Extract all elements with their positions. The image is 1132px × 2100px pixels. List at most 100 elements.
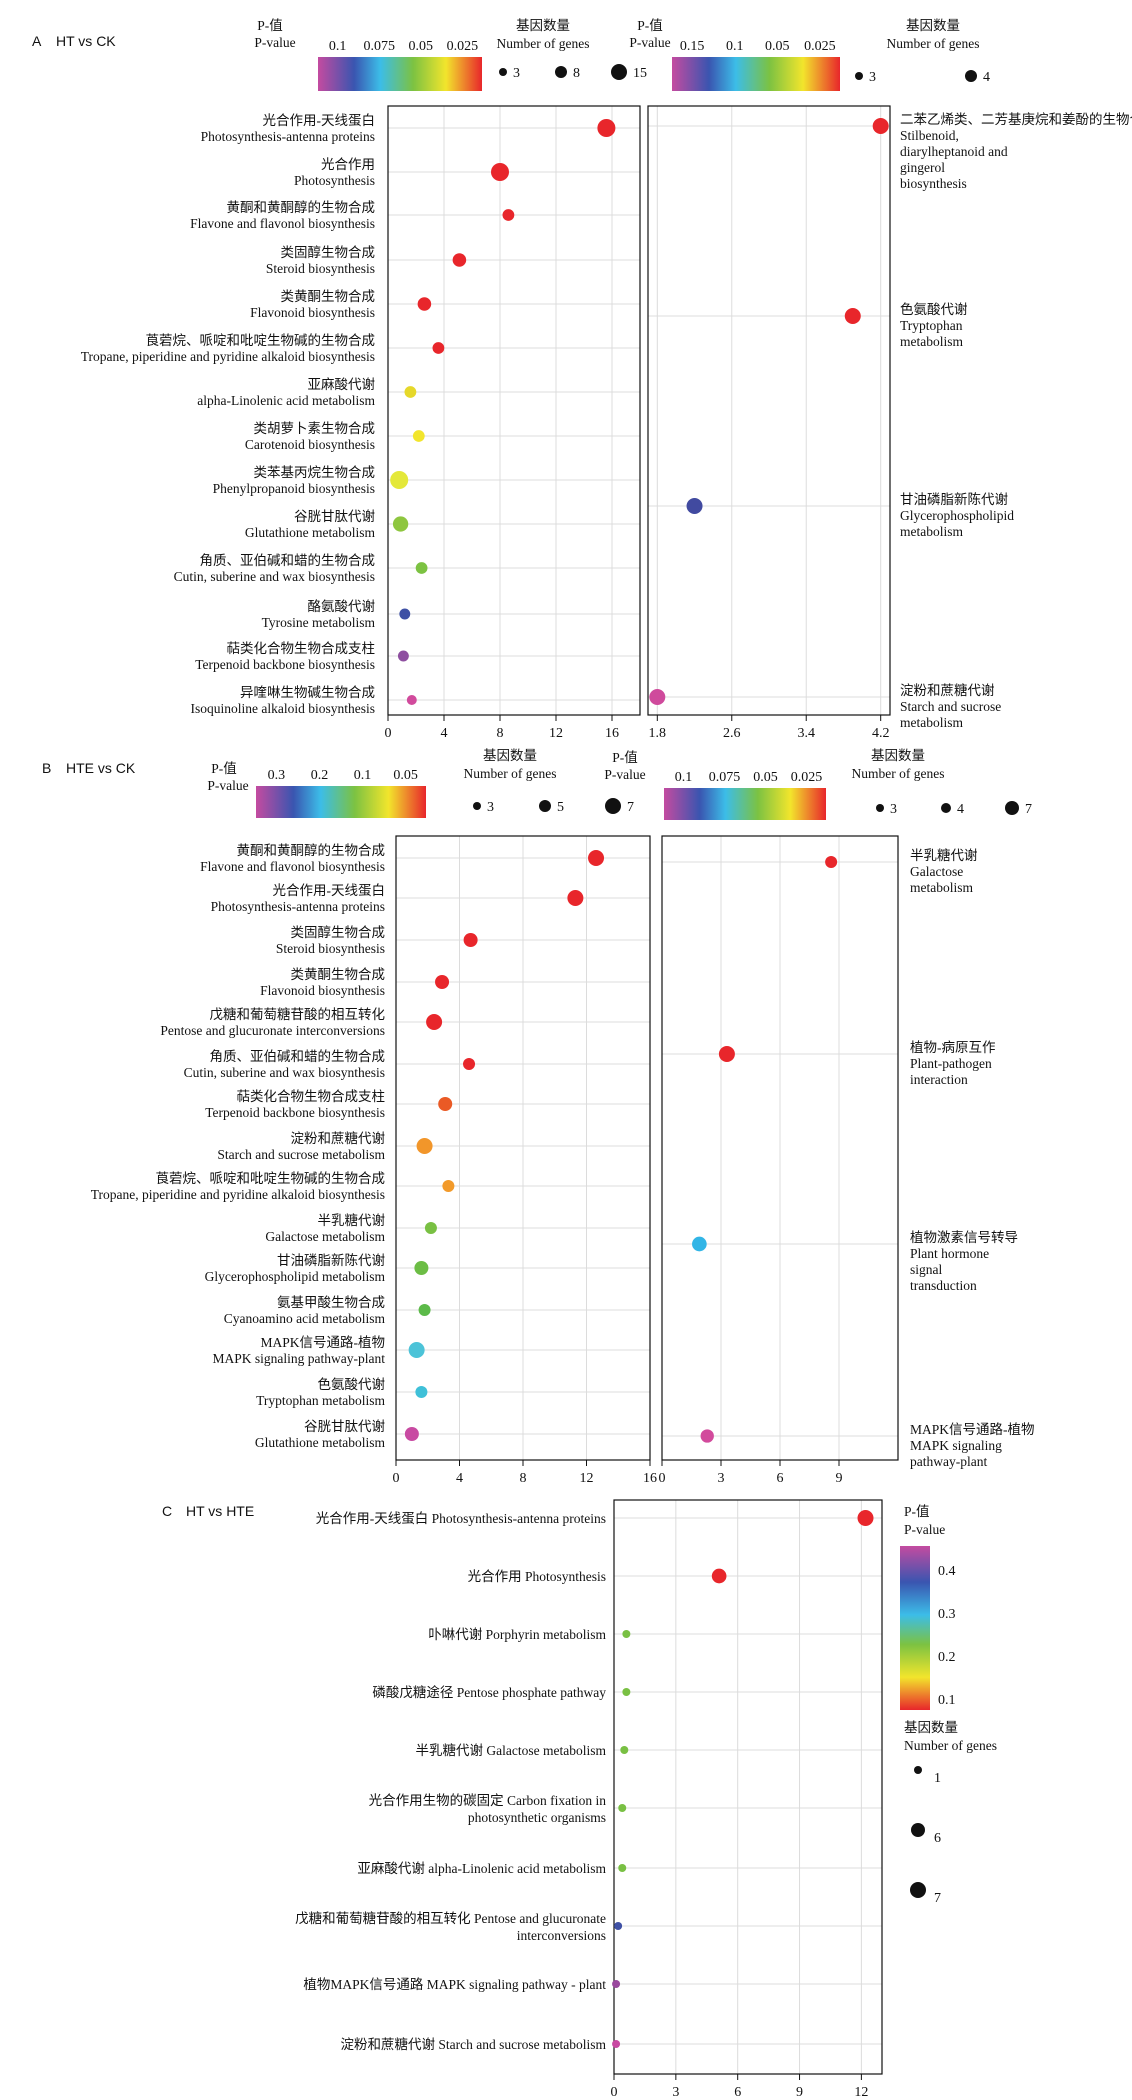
- panel-b-left-label-cn: 色氨酸代谢: [318, 1376, 386, 1392]
- panel-b-left-label-cn: 萜类化合物生物合成支柱: [237, 1089, 386, 1104]
- panel-b-right-size-title-en: Number of genes: [852, 766, 945, 781]
- panel-b-right-xaxis-tick-label: 9: [836, 1471, 843, 1486]
- panel-c-label: 卟啉代谢 Porphyrin metabolism: [428, 1627, 606, 1642]
- panel-b-left-point: [588, 850, 605, 866]
- panel-c-point: [857, 1510, 874, 1526]
- panel-b-left-label-en: Glycerophospholipid metabolism: [205, 1269, 386, 1284]
- panel-b-left-point: [438, 1097, 453, 1111]
- panel-c-colorbar: [900, 1546, 930, 1710]
- panel-b-left-colorbar-tick: 0.1: [354, 768, 372, 783]
- panel-b-left-label-cn: 戊糖和葡萄糖苷酸的相互转化: [210, 1007, 386, 1022]
- panel-b-left-label-cn: 谷胱甘肽代谢: [304, 1419, 385, 1434]
- panel-b-right-label: Galactose: [910, 864, 963, 879]
- panel-a-left-label-en: Steroid biosynthesis: [266, 261, 375, 276]
- panel-c-size-label: 6: [934, 1831, 941, 1846]
- panel-a-right-size-title-cn: 基因数量: [906, 17, 960, 33]
- panel-b-left-colorbar-tick: 0.2: [311, 768, 329, 783]
- panel-a-pvalue-title-en: P-value: [254, 35, 295, 50]
- panel-a-pvalue-title-cn: P-值: [257, 18, 283, 33]
- panel-a-left-label-en: Glutathione metabolism: [245, 525, 376, 540]
- panel-b-right-colorbar: [664, 788, 826, 820]
- panel-a-left-label-en: Tyrosine metabolism: [262, 615, 376, 630]
- panel-b-left-label-en: Galactose metabolism: [265, 1229, 385, 1244]
- panel-b-right-pvalue-title-en: P-value: [604, 767, 645, 782]
- panel-b-right-label: signal: [910, 1262, 942, 1277]
- panel-c-point: [622, 1630, 631, 1638]
- panel-a-left-point: [417, 297, 432, 311]
- panel-a-right-point: [686, 498, 703, 514]
- panel-b-left-size-dot: [539, 800, 551, 812]
- panel-a-right-label: Starch and sucrose: [900, 699, 1001, 714]
- panel-a-right-size-title-en: Number of genes: [887, 36, 980, 51]
- panel-c-size-dot: [910, 1882, 926, 1898]
- panel-a-right-size-label: 3: [869, 70, 876, 85]
- panel-b-right-size-dot: [941, 803, 951, 813]
- panel-a-left-size-dot: [611, 64, 627, 80]
- panel-b-right-label: transduction: [910, 1278, 977, 1293]
- panel-c-frame: [613, 1499, 883, 2075]
- panel-a-left-xaxis-tick-label: 16: [605, 726, 619, 741]
- panel-a-left-point: [432, 342, 445, 354]
- panel-a-left-size-label: 3: [513, 66, 520, 81]
- panel-b-pvalue-title-cn: P-值: [211, 761, 237, 776]
- panel-b-left-label-cn: 淀粉和蔗糖代谢: [291, 1131, 386, 1146]
- panel-b-left-point: [442, 1180, 455, 1192]
- panel-a-left-frame: [387, 105, 641, 716]
- panel-a-left-point: [399, 608, 411, 620]
- panel-b-right-label: metabolism: [910, 880, 973, 895]
- panel-a-right-label: Stilbenoid,: [900, 128, 959, 143]
- panel-a-left-label-cn: 光合作用-天线蛋白: [263, 113, 376, 128]
- panel-a-left-point: [404, 386, 417, 398]
- panel-c-size-label: 1: [934, 1771, 941, 1786]
- panel-c-label: 光合作用-天线蛋白 Photosynthesis-antenna protein…: [316, 1511, 606, 1526]
- panel-b-right-label: 植物-病原互作: [910, 1040, 996, 1055]
- panel-a-left-label-en: Flavone and flavonol biosynthesis: [190, 216, 375, 231]
- panel-c-point: [614, 1922, 623, 1930]
- panel-b-right-label: MAPK信号通路-植物: [910, 1422, 1035, 1437]
- panel-c-size-title-en: Number of genes: [904, 1738, 997, 1753]
- panel-a-right-xaxis-tick-label: 2.6: [723, 726, 741, 741]
- panel-a-left-size-dot: [555, 66, 567, 78]
- panel-a-left-label-en: Photosynthesis: [294, 173, 375, 188]
- panel-a-left-label-cn: 黄酮和黄酮醇的生物合成: [227, 199, 376, 215]
- panel-c-label: 戊糖和葡萄糖苷酸的相互转化 Pentose and glucuronate: [295, 1911, 606, 1926]
- panel-a-left-xaxis-tick-label: 8: [497, 726, 504, 741]
- panel-a-right-pvalue-title-cn: P-值: [637, 18, 663, 33]
- panel-b-left-label-cn: 角质、亚伯碱和蜡的生物合成: [210, 1049, 386, 1064]
- panel-b-right-label: Plant-pathogen: [910, 1056, 992, 1071]
- panel-a-letter: A: [32, 33, 42, 49]
- panel-a-left-size-label: 8: [573, 66, 580, 81]
- panel-a-right-colorbar-tick: 0.05: [765, 39, 790, 54]
- panel-b-left-label-en: Flavone and flavonol biosynthesis: [200, 859, 385, 874]
- panel-b-title: HTE vs CK: [66, 760, 136, 776]
- panel-a-left-label-cn: 谷胱甘肽代谢: [294, 509, 375, 524]
- panel-b-right-size-dot: [876, 804, 884, 812]
- panel-a-left-label-cn: 类胡萝卜素生物合成: [254, 421, 376, 436]
- panel-b-right-label: Plant hormone: [910, 1246, 989, 1261]
- panel-b-right-xaxis-tick-label: 3: [718, 1471, 725, 1486]
- panel-b-right-label: 植物激素信号转导: [910, 1230, 1018, 1245]
- panel-c-label: photosynthetic organisms: [468, 1810, 606, 1825]
- panel-b-right-size-label: 4: [957, 802, 964, 817]
- panel-c-pvalue-title-en: P-value: [904, 1522, 945, 1537]
- panel-b-right-xaxis-tick-label: 6: [777, 1471, 784, 1486]
- panel-a-left-label-en: Photosynthesis-antenna proteins: [201, 129, 375, 144]
- panel-a-left-label-en: Terpenoid backbone biosynthesis: [195, 657, 375, 672]
- panel-a-left-colorbar-tick: 0.025: [447, 39, 479, 54]
- panel-b-right-point: [692, 1236, 707, 1252]
- panel-c-colorbar-tick: 0.2: [938, 1650, 956, 1665]
- panel-b-left-point: [426, 1014, 443, 1030]
- panel-a-left-colorbar: [318, 57, 482, 91]
- panel-a-left-point: [597, 119, 616, 137]
- panel-b-right-point: [718, 1046, 735, 1062]
- panel-b-left-point: [463, 933, 478, 947]
- panel-b-left-label-en: Pentose and glucuronate interconversions: [160, 1023, 385, 1038]
- panel-b-size-title-cn: 基因数量: [483, 747, 537, 763]
- panel-b-left-point: [415, 1386, 428, 1398]
- panel-a-left-label-en: Tropane, piperidine and pyridine alkaloi…: [81, 349, 375, 364]
- panel-b-left-point: [414, 1261, 429, 1275]
- panel-b-left-size-dot: [473, 802, 481, 810]
- panel-a-right-pvalue-title-en: P-value: [629, 35, 670, 50]
- panel-c-label: 亚麻酸代谢 alpha-Linolenic acid metabolism: [357, 1861, 606, 1876]
- panel-a-right-colorbar-tick: 0.15: [680, 39, 705, 54]
